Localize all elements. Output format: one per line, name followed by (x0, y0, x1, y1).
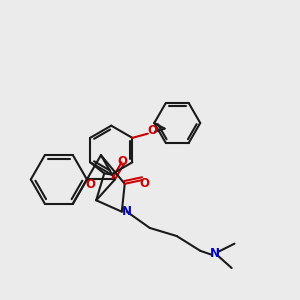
Text: O: O (118, 155, 128, 168)
Text: O: O (147, 124, 157, 137)
Text: O: O (139, 177, 149, 190)
Text: N: N (209, 247, 219, 260)
Text: N: N (122, 205, 132, 218)
Text: O: O (85, 178, 95, 191)
